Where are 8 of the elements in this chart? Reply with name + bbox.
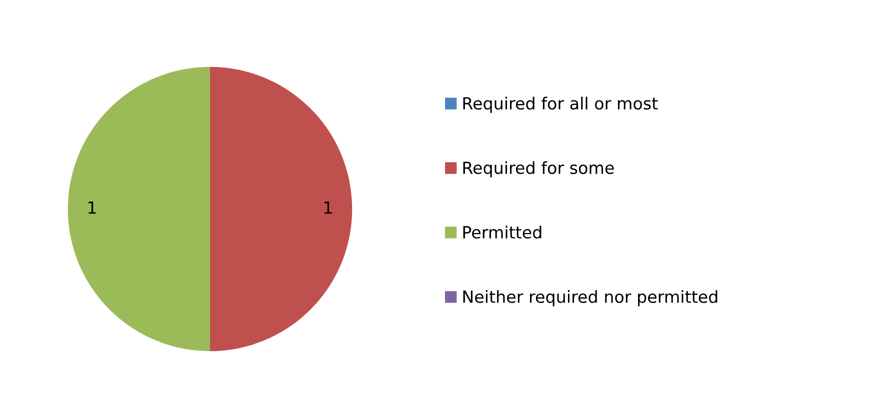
legend-label: Required for some <box>463 161 614 178</box>
legend-label: Required for all or most <box>463 96 658 113</box>
data-label: 1 <box>324 201 332 214</box>
pie-slice <box>210 66 352 352</box>
data-label: 1 <box>88 201 96 214</box>
legend-label: Permitted <box>463 226 542 239</box>
pie-slice <box>68 66 210 352</box>
legend-label: Neither required nor permitted <box>463 290 718 306</box>
